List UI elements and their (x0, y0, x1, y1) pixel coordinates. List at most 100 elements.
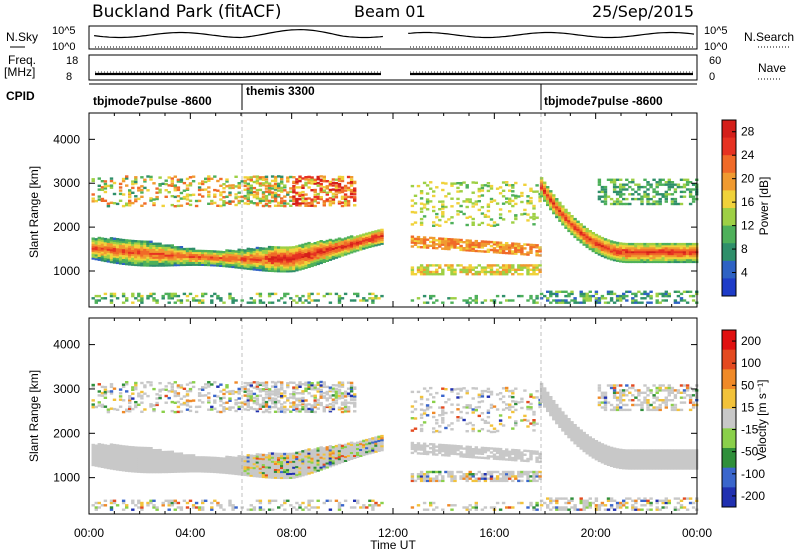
power-echo-2572 (585, 292, 589, 296)
velocity-echo-1699 (362, 443, 366, 447)
power-echo-1401 (313, 204, 317, 208)
power-echo-1959 (453, 242, 457, 245)
power-echo-553 (182, 261, 187, 265)
velocity-echo-1659 (353, 448, 357, 451)
velocity-echo-195 (121, 501, 126, 505)
power-echo-2944 (652, 260, 656, 264)
power-echo-2 (91, 253, 95, 256)
velocity-echo-1555 (334, 499, 339, 502)
power-echo-487 (170, 244, 174, 247)
power-echo-2618 (597, 243, 602, 246)
velocity-echo-621 (194, 458, 199, 461)
power-echo-2058 (474, 270, 478, 274)
power-echo-587 (188, 259, 193, 262)
power-echo-2109 (486, 248, 491, 251)
velocity-echo-836 (237, 392, 241, 395)
power-echo-607 (191, 251, 196, 255)
power-echo-668 (204, 177, 208, 180)
velocity-echo-165 (118, 456, 123, 460)
power-echo-1064 (270, 257, 275, 261)
power-echo-1439 (319, 251, 323, 255)
power-echo-1172 (283, 195, 287, 198)
power-echo-2468 (564, 222, 568, 225)
power-echo-2304 (526, 299, 530, 302)
nsky-tick-low: 10^0 (52, 41, 76, 53)
velocity-echo-265 (134, 456, 138, 459)
power-echo-2388 (546, 199, 550, 203)
power-echo-1396 (313, 249, 317, 253)
power-echo-28 (94, 199, 98, 203)
power-echo-2662 (603, 195, 608, 198)
velocity-echo-1405 (313, 399, 317, 402)
velocity-echo-685 (207, 381, 211, 384)
power-echo-521 (176, 254, 181, 257)
velocity-echo-716 (216, 466, 220, 470)
power-echo-1308 (301, 200, 305, 203)
velocity-echo-896 (249, 472, 253, 475)
power-echo-2272 (520, 247, 524, 250)
power-echo-3008 (661, 244, 665, 248)
velocity-echo-36 (97, 457, 101, 460)
power-echo-809 (234, 260, 238, 263)
power-echo-660 (204, 259, 208, 263)
power-colorbar-swatch-2 (722, 155, 736, 174)
power-echo-2742 (619, 260, 623, 263)
velocity-echo-753 (222, 406, 226, 409)
velocity-echo-1105 (273, 383, 278, 386)
velocity-echo-318 (140, 506, 144, 509)
velocity-echo-69 (103, 466, 108, 469)
velocity-echo-780 (228, 458, 232, 461)
power-echo-1191 (286, 246, 290, 249)
velocity-echo-1535 (331, 387, 336, 390)
power-echo-219 (128, 259, 132, 262)
power-echo-1543 (334, 244, 339, 247)
power-echo-1025 (264, 195, 269, 198)
power-echo-1743 (374, 297, 378, 300)
power-echo-1787 (416, 245, 421, 249)
velocity-echo-756 (222, 392, 226, 396)
power-echo-1232 (292, 202, 296, 205)
power-echo-1860 (432, 240, 436, 244)
power-echo-1267 (295, 301, 299, 304)
power-echo-1678 (356, 243, 360, 246)
velocity-echo-1687 (359, 450, 363, 453)
power-echo-1364 (307, 294, 311, 298)
power-echo-399 (155, 252, 159, 255)
power-echo-1644 (349, 235, 354, 238)
power-echo-1724 (371, 242, 375, 246)
power-echo-2163 (495, 294, 500, 298)
power-echo-1338 (304, 178, 308, 181)
power-echo-2990 (658, 242, 662, 246)
velocity-echo-194 (121, 508, 126, 511)
power-echo-98 (106, 242, 111, 245)
velocity-echo-164 (118, 458, 123, 462)
power-echo-240 (131, 257, 135, 260)
power-echo-1461 (322, 250, 326, 254)
velocity-echo-1361 (307, 381, 311, 384)
power-echo-1113 (277, 260, 281, 263)
power-echo-1919 (444, 241, 448, 245)
power-echo-2309 (529, 243, 533, 247)
velocity-echo-1135 (280, 468, 284, 472)
velocity-echo-591 (188, 458, 193, 461)
power-echo-1857 (432, 246, 436, 250)
power-echo-72 (103, 253, 108, 257)
power-echo-2076 (477, 200, 481, 203)
power-echo-763 (225, 257, 229, 260)
power-echo-2095 (480, 301, 485, 304)
power-echo-1112 (277, 262, 281, 265)
power-echo-1391 (313, 259, 317, 263)
power-echo-63 (100, 199, 105, 202)
power-echo-1471 (322, 189, 326, 192)
power-echo-1091 (273, 250, 278, 253)
power-echo-790 (228, 292, 232, 296)
power-echo-1923 (444, 220, 448, 224)
velocity-echo-99 (106, 446, 111, 450)
power-echo-2886 (640, 292, 644, 296)
power-echo-606 (191, 253, 196, 257)
power-echo-2302 (526, 199, 530, 203)
power-echo-1508 (328, 202, 333, 206)
velocity-echo-1403 (313, 404, 317, 407)
power-echo-2855 (637, 254, 641, 258)
